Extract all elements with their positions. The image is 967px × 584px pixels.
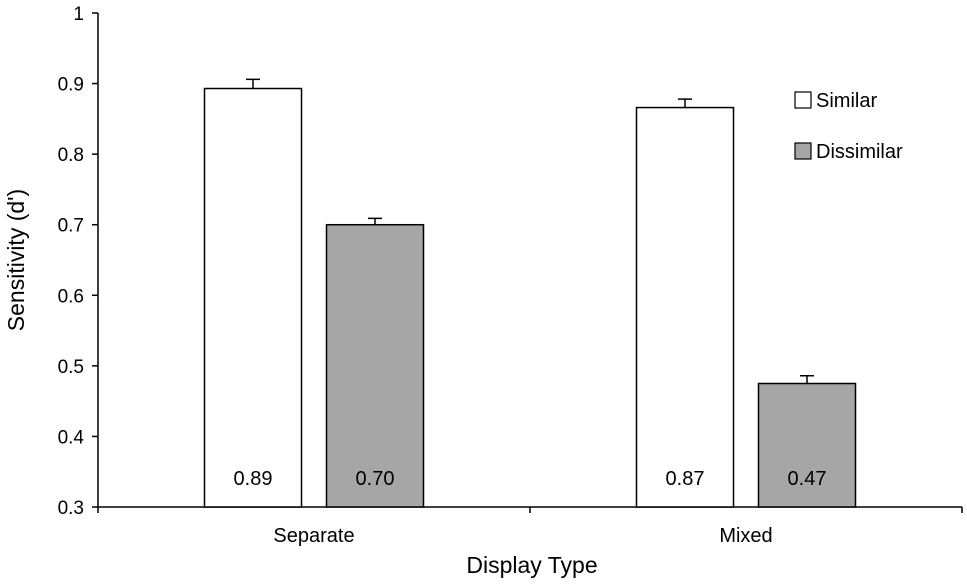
y-tick-label: 0.5 xyxy=(58,357,84,378)
y-tick-label: 1 xyxy=(73,4,84,25)
y-tick-label: 0.4 xyxy=(58,427,85,448)
y-tick-label: 0.6 xyxy=(58,286,84,307)
x-tick-label: Separate xyxy=(273,525,354,547)
y-tick-label: 0.9 xyxy=(58,75,84,96)
data-label: 0.87 xyxy=(666,468,705,490)
y-tick-label: 0.7 xyxy=(58,216,84,237)
y-tick-label: 0.8 xyxy=(58,145,84,166)
x-axis-title: Display Type xyxy=(466,552,597,578)
legend-label-similar: Similar xyxy=(816,90,877,112)
legend-swatch-dissimilar xyxy=(794,142,812,160)
legend-label-dissimilar: Dissimilar xyxy=(816,141,903,163)
y-axis-title: Sensitivity (d') xyxy=(3,189,29,331)
bar-similar-mixed xyxy=(635,106,735,508)
y-tick-label: 0.3 xyxy=(58,498,84,519)
data-label: 0.47 xyxy=(788,468,827,490)
bars xyxy=(203,78,857,508)
y-axis: 0.3 0.4 0.5 0.6 0.7 0.8 0.9 1 xyxy=(58,4,99,519)
bar-similar-separate xyxy=(203,87,303,508)
data-label: 0.89 xyxy=(234,468,273,490)
bar-dissimilar-separate xyxy=(325,223,425,508)
legend: Similar Dissimilar xyxy=(794,90,903,163)
labels: 0.89 0.70 Separate 0.87 0.47 Mixed xyxy=(234,468,827,547)
x-tick-label: Mixed xyxy=(719,525,772,547)
x-axis xyxy=(97,506,963,513)
data-label: 0.70 xyxy=(356,468,395,490)
legend-swatch-similar xyxy=(794,91,812,109)
